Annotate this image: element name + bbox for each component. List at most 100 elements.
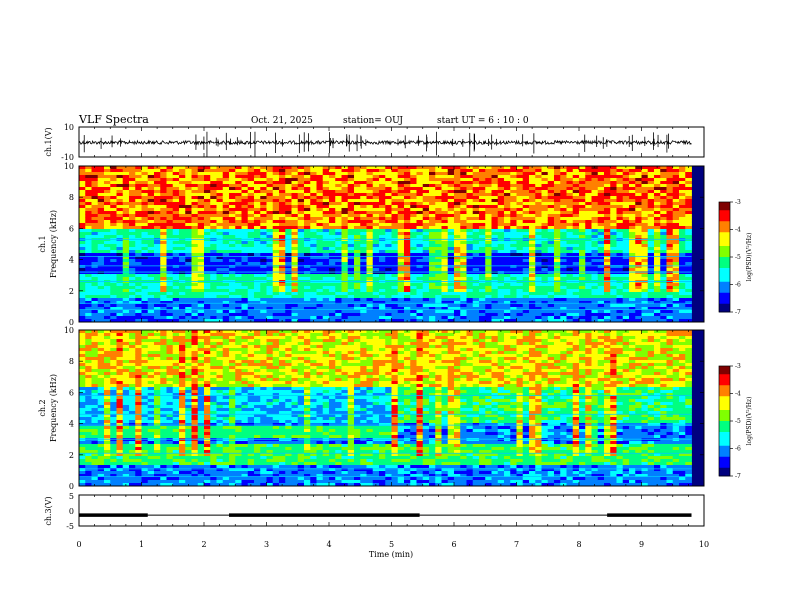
spectrogram-cell <box>610 277 617 281</box>
spectrogram-cell <box>147 310 155 314</box>
spectrogram-cell <box>116 307 124 311</box>
spectrogram-cell <box>541 196 549 200</box>
spectrogram-cell <box>335 217 342 221</box>
spectrogram-cell <box>404 223 411 227</box>
spectrogram-cell <box>166 175 174 179</box>
spectrogram-cell <box>341 229 349 233</box>
spectrogram-cell <box>429 169 436 173</box>
spectrogram-cell <box>322 247 330 251</box>
spectrogram-cell <box>147 211 155 215</box>
spectrogram-cell <box>529 175 536 179</box>
spectrogram-cell <box>97 253 105 257</box>
spectrogram-cell <box>410 190 417 194</box>
spectrogram-cell <box>116 253 124 257</box>
spectrogram-cell <box>104 175 111 179</box>
spectrogram-cell <box>460 193 467 197</box>
spectrogram-cell <box>266 307 274 311</box>
spectrogram-cell <box>429 220 436 224</box>
spectrogram-cell <box>322 211 330 215</box>
spectrogram-cell <box>329 298 336 302</box>
spectrogram-cell <box>516 319 524 323</box>
spectrogram-cell <box>166 304 174 308</box>
spectrogram-cell <box>166 211 174 215</box>
spectrogram-cell <box>291 262 299 266</box>
spectrogram-cell <box>216 265 224 269</box>
spectrogram-cell <box>485 226 492 230</box>
spectrogram-cell <box>91 193 99 197</box>
spectrogram-cell <box>566 223 574 227</box>
spectrogram-cell <box>129 319 136 323</box>
spectrogram-cell <box>166 289 174 293</box>
spectrogram-cell <box>341 175 349 179</box>
spectrogram-cell <box>104 259 111 263</box>
spectrogram-cell <box>229 283 236 287</box>
spectrogram-cell <box>91 316 99 320</box>
spectrogram-cell <box>197 217 205 221</box>
spectrogram-cell <box>179 265 186 269</box>
spectrogram-cell <box>91 235 99 239</box>
spectrogram-cell <box>347 220 355 224</box>
spectrogram-cell <box>479 235 486 239</box>
spectrogram-cell <box>204 265 211 269</box>
spectrogram-cell <box>329 310 336 314</box>
spectrogram-cell <box>329 229 336 233</box>
spectrogram-cell <box>541 208 549 212</box>
spectrogram-cell <box>391 292 399 296</box>
spectrogram-cell <box>229 205 236 209</box>
spectrogram-cell <box>79 199 86 203</box>
spectrogram-cell <box>110 256 117 260</box>
spectrogram-cell <box>529 286 536 290</box>
spectrogram-cell <box>410 193 417 197</box>
spectrogram-cell <box>185 316 192 320</box>
spectrogram-cell <box>629 178 636 182</box>
spectrogram-cell <box>241 211 249 215</box>
spectrogram-cell <box>385 235 392 239</box>
spectrogram-cell <box>97 181 105 185</box>
spectrogram-cell <box>629 190 636 194</box>
spectrogram-cell <box>410 298 417 302</box>
spectrogram-cell <box>541 232 549 236</box>
spectrogram-cell <box>591 253 599 257</box>
spectrogram-cell <box>535 310 542 314</box>
spectrogram-cell <box>304 217 311 221</box>
spectrogram-cell <box>104 319 111 323</box>
spectrogram-cell <box>422 283 430 287</box>
spectrogram-cell <box>397 292 405 296</box>
spectrogram-cell <box>547 298 555 302</box>
spectrogram-cell <box>247 247 255 251</box>
spectrogram-cell <box>116 247 124 251</box>
spectrogram-cell <box>460 235 467 239</box>
spectrogram-cell <box>497 181 505 185</box>
spectrogram-cell <box>560 199 567 203</box>
spectrogram-cell <box>529 310 536 314</box>
spectrogram-cell <box>360 304 367 308</box>
spectrogram-cell <box>647 304 655 308</box>
spectrogram-cell <box>616 259 624 263</box>
spectrogram-cell <box>229 217 236 221</box>
spectrogram-cell <box>266 235 274 239</box>
spectrogram-cell <box>191 232 199 236</box>
spectrogram-cell <box>185 211 192 215</box>
spectrogram-cell <box>454 313 461 317</box>
spectrogram-cell <box>354 319 361 323</box>
spectrogram-cell <box>629 283 636 287</box>
spectrogram-cell <box>185 259 192 263</box>
spectrogram-cell <box>610 217 617 221</box>
spectrogram-cell <box>129 256 136 260</box>
spectrogram-cell <box>347 169 355 173</box>
spectrogram-cell <box>610 319 617 323</box>
spectrogram-cell <box>129 211 136 215</box>
spectrogram-cell <box>535 259 542 263</box>
spectrogram-cell <box>172 190 180 194</box>
spectrogram-cell <box>654 211 661 215</box>
spectrogram-cell <box>404 187 411 191</box>
spectrogram-cell <box>529 208 536 212</box>
spectrogram-cell <box>372 205 380 209</box>
spectrogram-cell <box>285 289 292 293</box>
spectrogram-cell <box>285 313 292 317</box>
spectrogram-cell <box>79 283 86 287</box>
spectrogram-cell <box>397 181 405 185</box>
spectrogram-cell <box>154 202 161 206</box>
spectrogram-cell <box>91 205 99 209</box>
spectrogram-cell <box>279 226 286 230</box>
